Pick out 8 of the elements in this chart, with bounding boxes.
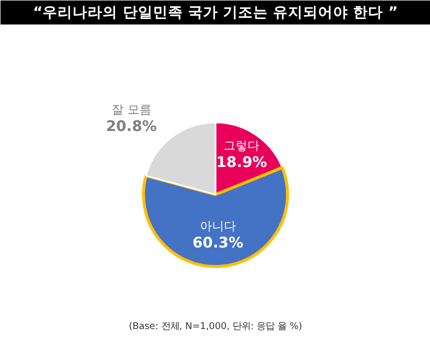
slice-label: 아니다 <box>200 219 236 234</box>
slice-label: 잘 모름 <box>112 102 152 116</box>
data-label: 60.3% <box>192 234 244 252</box>
slice-label: 그렇다 <box>224 138 260 153</box>
data-label: 18.9% <box>216 154 268 172</box>
text: (Base: 전체, N=1,000, 단위: 응답 율 %) <box>128 321 302 332</box>
data-label: 20.8% <box>106 118 158 135</box>
chart-title: “우리나라의 단일민족 국가 기조는 유지되어야 한다 ” <box>33 4 398 21</box>
